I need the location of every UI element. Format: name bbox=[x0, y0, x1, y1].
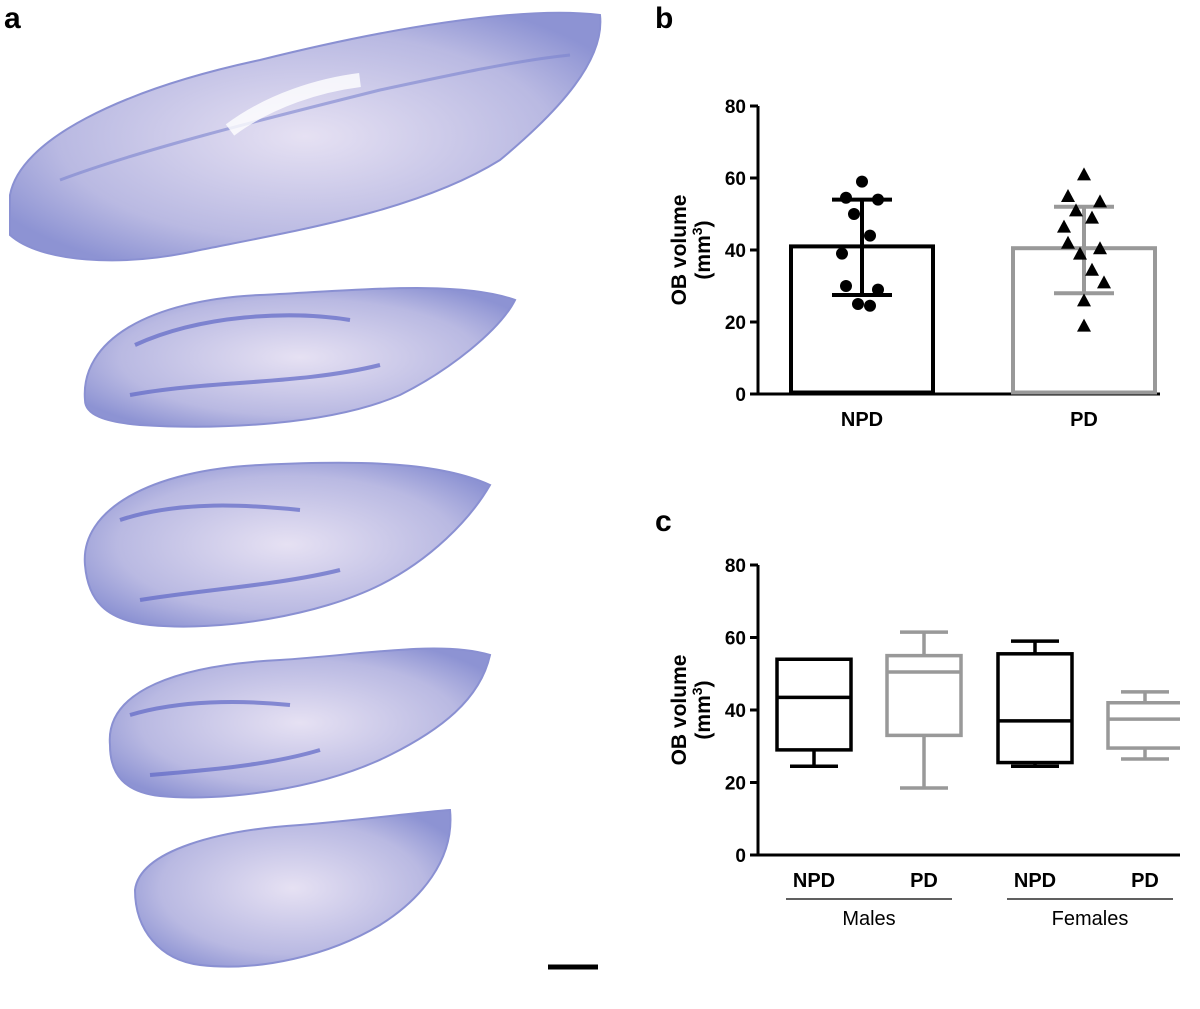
c-y-tick-label: 60 bbox=[725, 629, 746, 650]
x-tick-label-npd: NPD bbox=[841, 409, 883, 431]
x-tick-label-female-pd: PD bbox=[1131, 870, 1159, 892]
c-y-tick-label: 0 bbox=[735, 846, 746, 867]
c-y-axis-label: OB volume bbox=[668, 655, 691, 766]
b-y-axis-unit: (mm3) bbox=[689, 220, 715, 279]
data-point-pd bbox=[1077, 318, 1091, 332]
data-point-npd bbox=[840, 280, 852, 292]
box-male-npd bbox=[775, 657, 853, 752]
tissue-section-4 bbox=[108, 647, 492, 799]
data-point-pd bbox=[1061, 235, 1075, 249]
data-point-npd bbox=[852, 298, 864, 310]
panel-b-label: b bbox=[655, 2, 674, 35]
data-point-npd bbox=[840, 191, 852, 204]
box-female-pd bbox=[1106, 701, 1180, 750]
data-point-pd bbox=[1097, 275, 1111, 289]
b-y-tick-label: 0 bbox=[735, 385, 746, 406]
tissue-section-5 bbox=[133, 808, 452, 968]
data-point-pd bbox=[1085, 262, 1099, 276]
data-point-npd bbox=[836, 247, 848, 260]
box-female-npd bbox=[996, 652, 1074, 765]
x-tick-label-female-npd: NPD bbox=[1014, 870, 1056, 892]
data-point-pd bbox=[1077, 293, 1091, 307]
data-point-pd bbox=[1093, 241, 1107, 255]
data-point-npd bbox=[872, 193, 884, 206]
bar-chart-ob-volume: 0 20 40 60 80 OB volume (mm3) NPD PD bbox=[668, 97, 1160, 431]
tissue-section-2 bbox=[83, 287, 517, 428]
b-y-tick-label: 20 bbox=[725, 313, 746, 334]
data-point-pd bbox=[1093, 194, 1107, 208]
data-point-npd bbox=[872, 283, 884, 296]
c-y-tick-label: 40 bbox=[725, 701, 746, 722]
x-tick-label-male-npd: NPD bbox=[793, 870, 835, 892]
data-point-pd bbox=[1069, 203, 1083, 217]
data-point-pd bbox=[1085, 210, 1099, 224]
data-point-npd bbox=[856, 175, 868, 188]
group-label-females: Females bbox=[1052, 908, 1129, 930]
histology-sections-image bbox=[9, 11, 602, 970]
b-y-tick-label: 80 bbox=[725, 97, 746, 118]
c-y-axis-unit: (mm3) bbox=[689, 680, 715, 739]
c-y-tick-label: 80 bbox=[725, 556, 746, 577]
data-point-pd bbox=[1061, 189, 1075, 202]
tissue-section-3 bbox=[83, 461, 492, 628]
data-point-npd bbox=[864, 299, 876, 312]
x-tick-label-male-pd: PD bbox=[910, 870, 938, 892]
data-point-npd bbox=[848, 208, 860, 220]
panel-a-label: a bbox=[4, 2, 21, 35]
b-y-axis-label: OB volume bbox=[668, 195, 691, 306]
c-y-tick-label: 20 bbox=[725, 774, 746, 795]
panel-c-label: c bbox=[655, 505, 672, 538]
x-tick-label-pd: PD bbox=[1070, 409, 1098, 431]
group-label-males: Males bbox=[842, 908, 895, 930]
data-point-pd bbox=[1077, 167, 1091, 181]
b-y-tick-label: 60 bbox=[725, 169, 746, 190]
b-y-tick-label: 40 bbox=[725, 241, 746, 262]
tissue-section-1 bbox=[9, 11, 602, 262]
box-chart-ob-volume-by-sex: 0 20 40 60 80 OB volume (mm3) NPD PD NPD PD Males Fe… bbox=[668, 556, 1180, 930]
data-point-pd bbox=[1057, 219, 1071, 233]
data-point-pd bbox=[1073, 246, 1087, 260]
data-point-npd bbox=[864, 229, 876, 242]
box-male-pd bbox=[885, 653, 963, 738]
